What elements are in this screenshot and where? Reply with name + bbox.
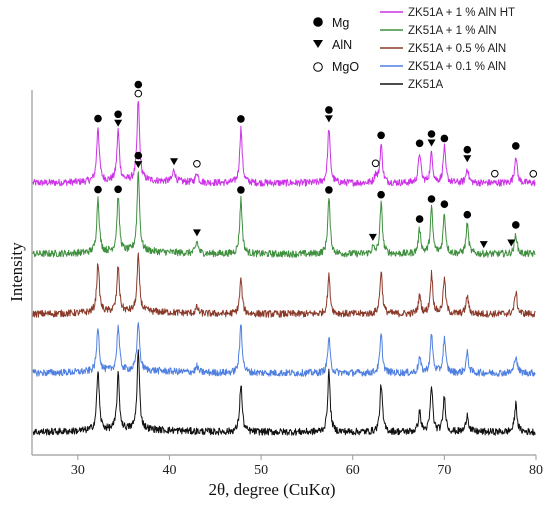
aln-peak-marker-icon <box>134 161 143 169</box>
series-layer <box>32 101 536 436</box>
mgo-peak-marker-icon <box>134 89 143 98</box>
x-tick-layer: 30 40 50 60 70 80 <box>71 455 543 478</box>
aln-peak-marker-icon <box>114 119 123 127</box>
x-tick-label: 30 <box>71 463 85 478</box>
mg-peak-marker-icon <box>94 185 102 194</box>
mg-peak-marker-icon <box>94 114 102 123</box>
aln-peak-marker-icon <box>427 139 436 147</box>
y-axis-title: Intensity <box>7 242 26 302</box>
legend-label-base: ZK51A <box>408 79 443 91</box>
mg-peak-marker-icon <box>427 130 436 138</box>
aln-peak-marker-icon <box>479 241 488 249</box>
x-tick-label: 80 <box>529 463 543 478</box>
peak-marker-layer <box>94 80 538 249</box>
series-legend: ZK51A + 1 % AlN HT ZK51A + 1 % AlN ZK51A… <box>380 7 515 91</box>
mg-peak-marker-icon <box>237 186 245 194</box>
mg-peak-marker-icon <box>114 185 122 194</box>
mg-peak-marker-icon <box>377 131 385 140</box>
mg-peak-marker-icon <box>134 151 143 160</box>
mg-peak-marker-icon <box>440 200 449 208</box>
mg-peak-marker-icon <box>427 195 436 203</box>
x-axis-title: 2θ, degree (CuKα) <box>208 480 335 499</box>
legend-label-01pct: ZK51A + 0.1 % AlN <box>408 61 506 73</box>
mg-peak-marker-icon <box>377 190 385 199</box>
mg-peak-marker-icon <box>512 221 520 229</box>
legend-label-05pct: ZK51A + 0.5 % AlN <box>408 43 506 55</box>
aln-peak-marker-icon <box>192 229 201 237</box>
series-line-2 <box>32 252 536 318</box>
mg-peak-marker-icon <box>440 134 449 143</box>
mgo-peak-marker-icon <box>529 170 538 178</box>
mgo-legend-label: MgO <box>332 60 359 74</box>
mg-legend-circle-icon <box>313 17 323 27</box>
aln-peak-marker-icon <box>368 233 377 241</box>
mg-peak-marker-icon <box>463 145 472 154</box>
x-tick-label: 50 <box>254 463 268 478</box>
aln-peak-marker-icon <box>170 158 179 166</box>
mg-peak-marker-icon <box>463 210 472 219</box>
mg-peak-marker-icon <box>114 110 122 119</box>
series-line-1 <box>32 171 536 258</box>
legend-label-1pct: ZK51A + 1 % AlN <box>408 25 497 37</box>
aln-peak-marker-icon <box>507 239 516 247</box>
aln-legend-triangle-icon <box>313 40 323 48</box>
mgo-peak-marker-icon <box>193 160 201 168</box>
series-line-4 <box>32 349 536 436</box>
mgo-legend-open-circle-icon <box>313 62 323 72</box>
mg-peak-marker-icon <box>237 115 245 123</box>
aln-legend-label: AlN <box>332 38 352 52</box>
aln-peak-marker-icon <box>324 115 333 123</box>
mg-peak-marker-icon <box>512 142 520 150</box>
series-line-0 <box>32 101 536 187</box>
mg-peak-marker-icon <box>134 80 143 89</box>
x-tick-label: 40 <box>162 463 176 478</box>
mg-legend-label: Mg <box>332 16 349 30</box>
mg-peak-marker-icon <box>325 106 333 114</box>
mg-peak-marker-icon <box>415 215 424 223</box>
legend-label-ht: ZK51A + 1 % AlN HT <box>408 7 515 19</box>
series-line-3 <box>32 322 536 377</box>
mg-peak-marker-icon <box>415 139 424 148</box>
mgo-peak-marker-icon <box>491 169 499 178</box>
mg-peak-marker-icon <box>325 186 333 194</box>
x-tick-label: 70 <box>437 463 451 478</box>
aln-peak-marker-icon <box>463 155 472 163</box>
marker-legend: Mg AlN MgO <box>313 16 359 74</box>
mgo-peak-marker-icon <box>371 159 380 168</box>
x-tick-label: 60 <box>346 463 360 478</box>
